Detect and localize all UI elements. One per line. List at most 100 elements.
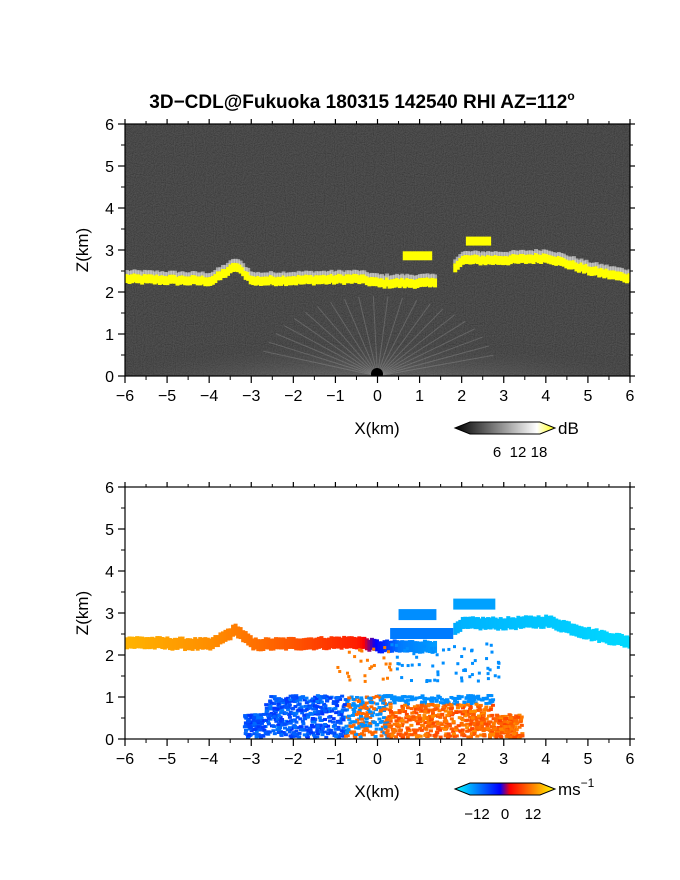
- ground-velocity-cell: [490, 703, 495, 707]
- velocity-cell: [417, 641, 422, 654]
- ground-velocity-cell: [387, 708, 392, 712]
- ground-velocity-cell: [462, 710, 467, 714]
- cloud-edge-cell: [195, 272, 200, 277]
- ground-velocity-cell: [252, 722, 257, 726]
- ground-velocity-cell: [364, 706, 369, 710]
- cloud-edge-cell: [609, 266, 614, 271]
- velocity-speck: [468, 675, 472, 679]
- cloud-cell: [321, 274, 326, 284]
- velocity-cell: [347, 636, 352, 649]
- ground-velocity-cell: [435, 720, 440, 724]
- cloud-edge-cell: [162, 272, 167, 277]
- velocity-cell: [266, 637, 271, 650]
- cloud-edge-cell: [218, 267, 223, 272]
- ground-velocity-cell: [400, 722, 405, 726]
- ground-velocity-cell: [340, 715, 345, 719]
- ground-velocity-cell: [327, 707, 332, 711]
- ground-velocity-cell: [359, 702, 364, 706]
- ground-velocity-cell: [363, 720, 368, 724]
- cloud-edge-cell: [266, 272, 271, 277]
- velocity-cell: [587, 626, 592, 639]
- velocity-cell: [602, 630, 607, 643]
- ground-velocity-cell: [347, 696, 352, 700]
- ground-velocity-cell: [469, 710, 474, 714]
- cloud-cell: [465, 255, 470, 265]
- velocity-cell: [185, 638, 190, 651]
- ground-velocity-cell: [286, 698, 291, 702]
- cloud-cell: [556, 255, 561, 265]
- velocity-speck: [441, 661, 445, 665]
- cloud-cell: [405, 277, 410, 287]
- ground-velocity-cell: [388, 719, 393, 723]
- ground-velocity-cell: [497, 733, 502, 737]
- ground-velocity-cell: [484, 696, 489, 700]
- ground-velocity-cell: [294, 720, 299, 724]
- ground-velocity-cell: [414, 707, 419, 711]
- ground-velocity-cell: [301, 728, 306, 732]
- ground-velocity-cell: [335, 720, 340, 724]
- ground-velocity-cell: [476, 704, 481, 708]
- ground-velocity-cell: [357, 699, 362, 703]
- velocity-speck: [431, 650, 435, 654]
- ground-velocity-cell: [298, 717, 303, 721]
- cloud-edge-cell: [205, 273, 210, 278]
- cloud-cell: [193, 275, 198, 285]
- ground-velocity-cell: [453, 699, 458, 703]
- velocity-speck: [497, 675, 501, 679]
- velocity-cell: [579, 626, 584, 639]
- cloud-edge-cell: [612, 266, 617, 271]
- x-tick-label: −1: [326, 751, 344, 768]
- ground-velocity-cell: [438, 701, 443, 705]
- velocity-cell: [619, 633, 624, 646]
- ground-velocity-cell: [415, 722, 420, 726]
- cloud-edge-cell: [238, 260, 243, 265]
- cloud-edge-cell: [125, 270, 129, 275]
- cloud-edge-cell: [329, 269, 334, 274]
- ground-velocity-cell: [383, 694, 388, 698]
- y-tick-label: 3: [105, 606, 114, 623]
- ground-velocity-cell: [378, 720, 383, 724]
- cloud-cell: [213, 274, 218, 284]
- velocity-cell: [261, 638, 266, 651]
- ground-velocity-cell: [326, 728, 331, 732]
- colorbar: 6 12 18 dB: [453, 419, 579, 461]
- ground-velocity-cell: [514, 714, 519, 718]
- chart-title: 3D−CDL@Fukuoka 180315 142540 RHI AZ=112o: [149, 89, 574, 113]
- ground-velocity-cell: [315, 729, 320, 733]
- x-tick-label: 4: [541, 751, 550, 768]
- cloud-cell: [478, 256, 483, 266]
- cloud-cell: [607, 270, 612, 280]
- velocity-speck: [452, 645, 456, 649]
- cloud-edge-cell: [541, 249, 546, 254]
- ground-velocity-cell: [430, 696, 435, 700]
- ground-velocity-cell: [328, 728, 333, 732]
- ground-velocity-cell: [434, 699, 439, 703]
- cloud-cell: [496, 255, 501, 265]
- velocity-speck: [403, 649, 407, 653]
- cloud-edge-cell: [614, 267, 619, 272]
- cloud-edge-cell: [344, 270, 349, 275]
- ground-velocity-cell: [457, 710, 462, 714]
- ground-velocity-cell: [506, 723, 511, 727]
- cloud-edge-cell: [410, 274, 415, 279]
- ground-velocity-cell: [370, 733, 375, 737]
- cloud-cell: [329, 273, 334, 283]
- x-tick-label: −1: [326, 388, 344, 405]
- cloud-edge-cell: [420, 273, 425, 278]
- near-ground-echo: [125, 306, 630, 376]
- ground-velocity-cell: [512, 716, 517, 720]
- ground-velocity-cell: [492, 727, 497, 731]
- cloud-edge-cell: [587, 262, 592, 267]
- ground-velocity-cell: [288, 698, 293, 702]
- cloud-cell: [268, 275, 273, 285]
- cloud-cell: [178, 275, 183, 285]
- ground-velocity-cell: [272, 712, 277, 716]
- ground-velocity-cell: [306, 715, 311, 719]
- ground-velocity-cell: [415, 715, 420, 719]
- ground-velocity-cell: [520, 734, 525, 738]
- velocity-cell: [526, 615, 531, 628]
- cloud-edge-cell: [377, 274, 382, 279]
- ground-velocity-cell: [483, 722, 488, 726]
- velocity-cell: [617, 633, 622, 646]
